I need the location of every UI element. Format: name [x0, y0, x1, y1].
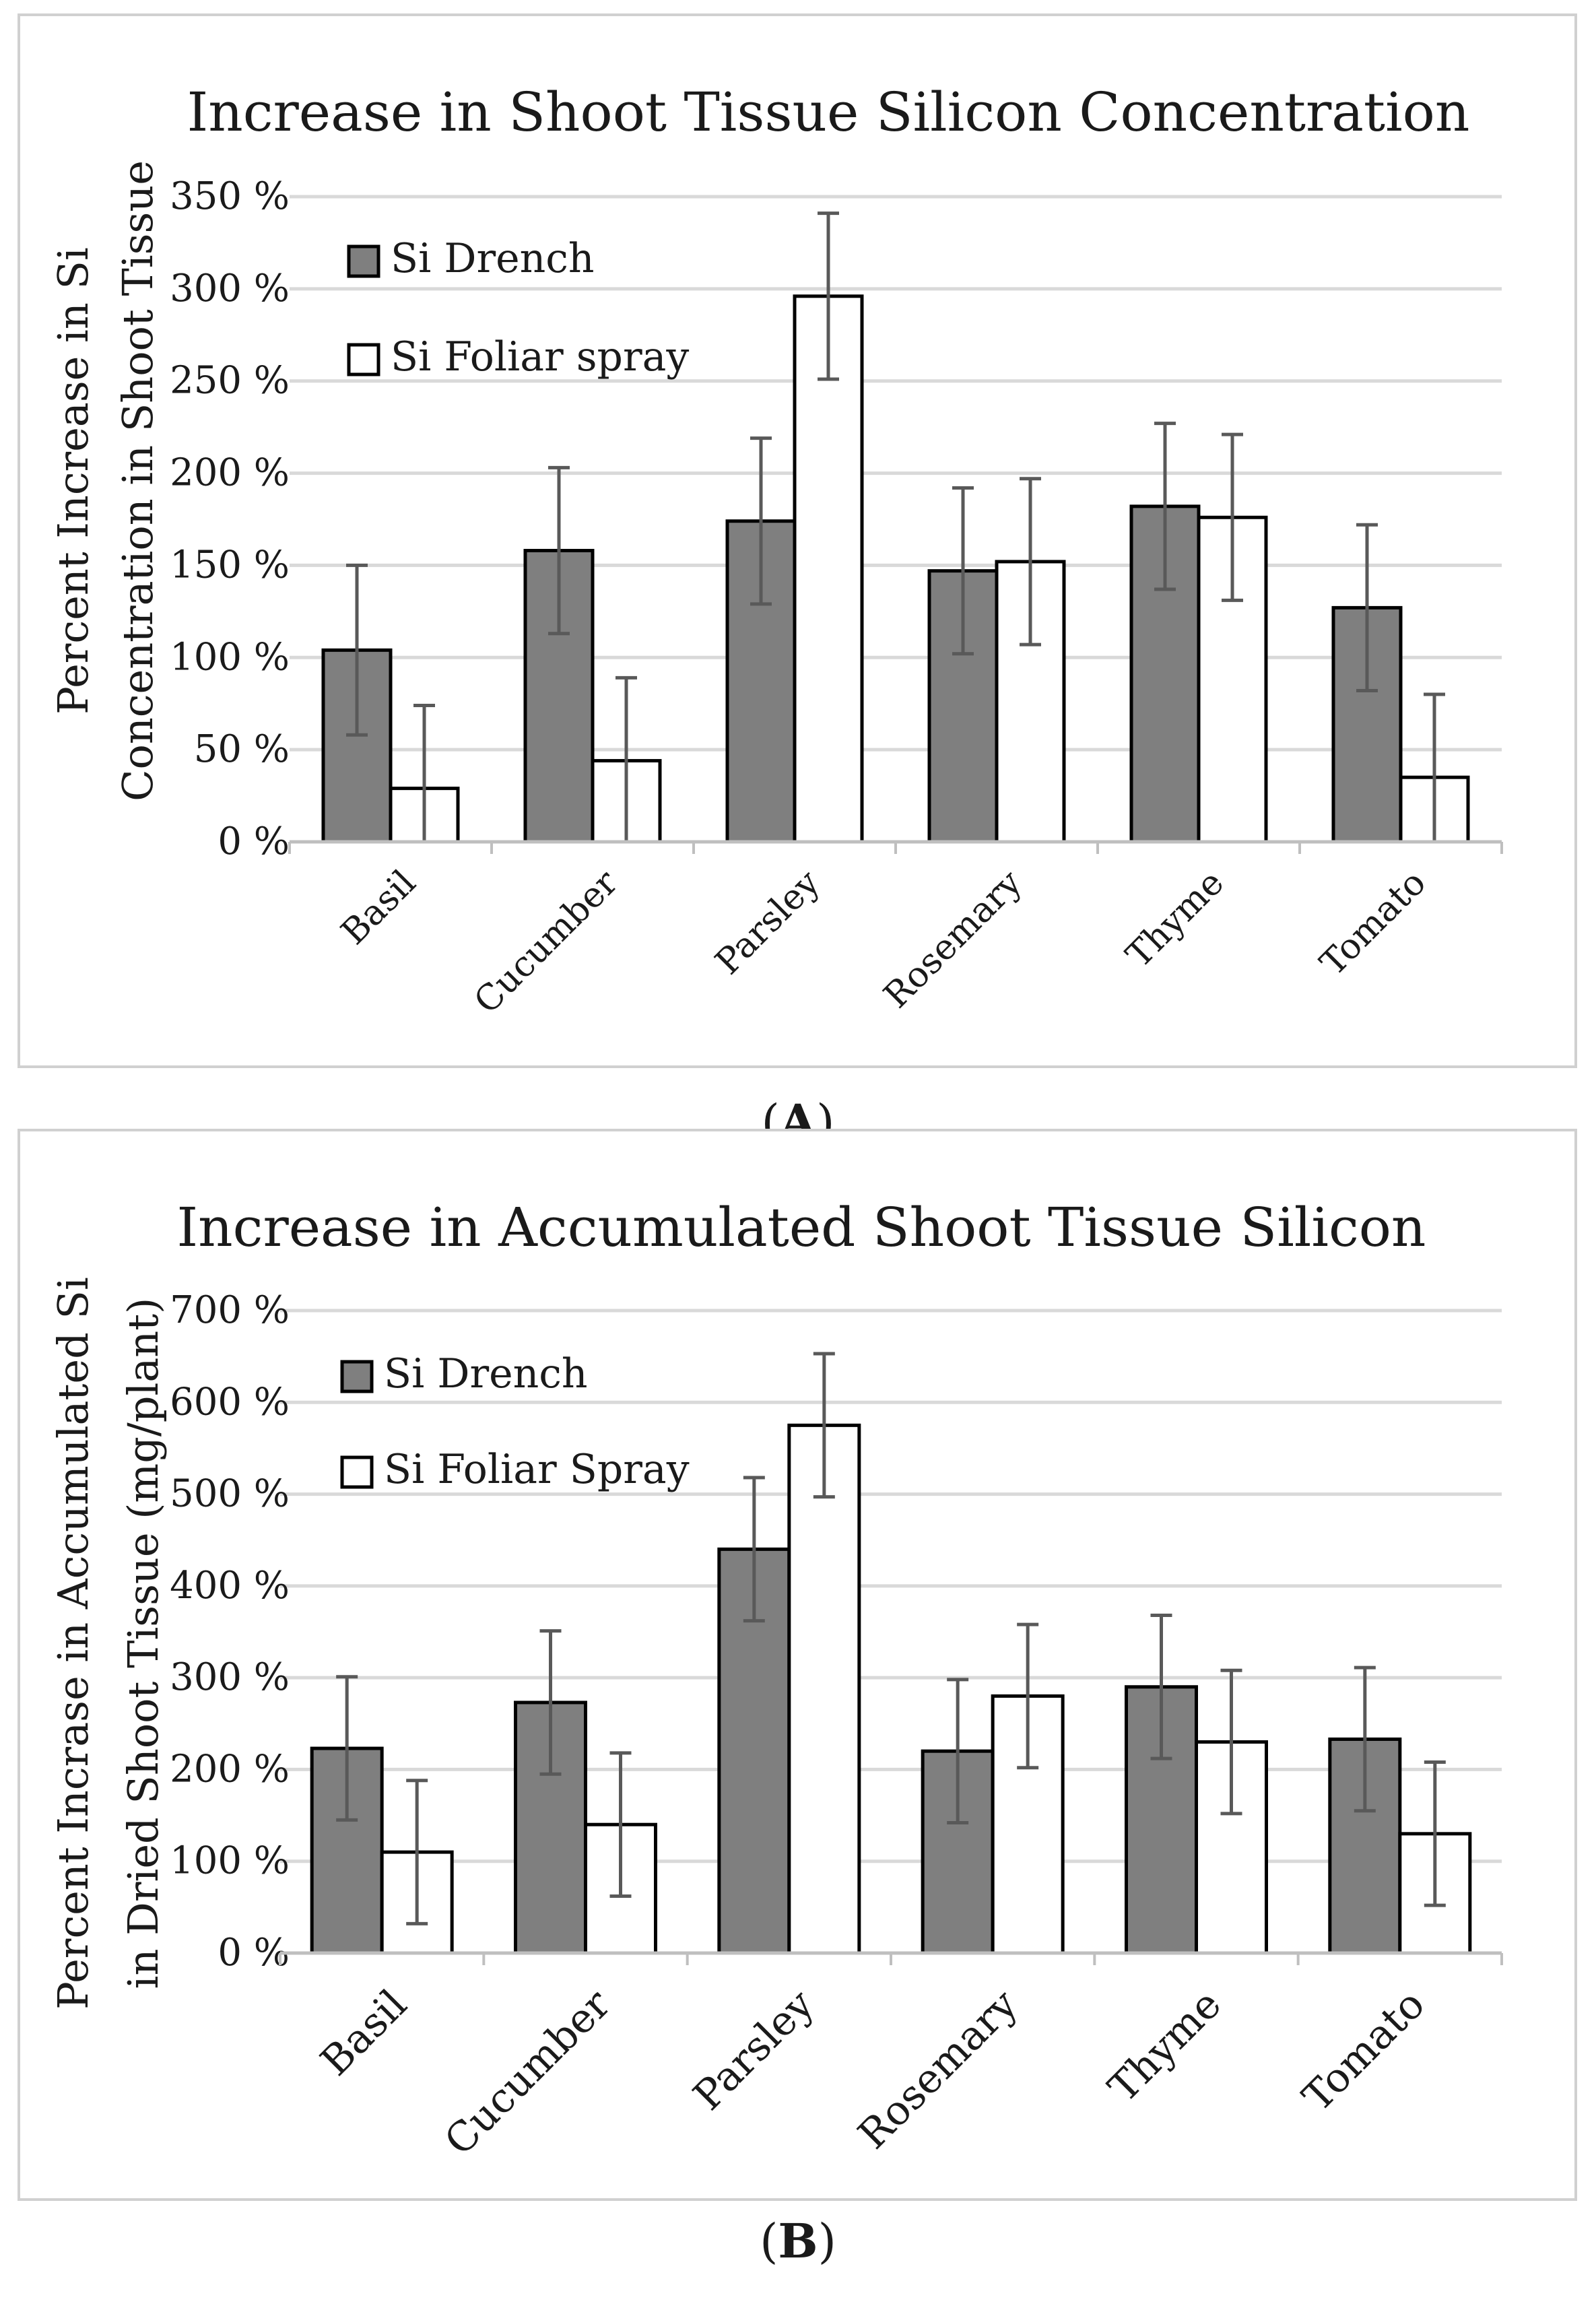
y-tick-label: 200 %	[170, 451, 290, 495]
legend-swatch	[347, 343, 380, 376]
y-tick-label: 300 %	[170, 267, 290, 310]
chart-b: Increase in Accumulated Shoot Tissue Sil…	[48, 1196, 1503, 2165]
legend-swatch	[347, 244, 380, 278]
y-tick-label: 100 %	[170, 1839, 290, 1883]
x-tick-label: Cucumber	[436, 1981, 620, 2165]
x-tick-label: Tomato	[1312, 863, 1434, 984]
y-axis-label-line: Percent Incrase in Accumulated Si	[48, 1277, 98, 2010]
y-axis-label-line: Percent Increase in Si	[48, 247, 98, 715]
y-tick-label: 600 %	[170, 1380, 290, 1424]
y-tick-label: 400 %	[170, 1564, 290, 1608]
y-tick-label: 50 %	[194, 727, 290, 771]
x-tick-label: Thyme	[1119, 863, 1232, 976]
legend-label: Si Foliar Spray	[384, 1446, 690, 1493]
caption-b: (B)	[760, 2213, 836, 2269]
y-tick-label: 350 %	[170, 174, 290, 218]
x-tick-label: Rosemary	[849, 1981, 1027, 2158]
chart-title: Increase in Shoot Tissue Silicon Concent…	[187, 81, 1470, 143]
x-tick-label: Tomato	[1294, 1981, 1434, 2121]
y-tick-label: 0 %	[218, 820, 290, 863]
bar-foliar	[793, 294, 864, 844]
y-tick-label: 200 %	[170, 1747, 290, 1791]
legend-swatch	[340, 1360, 374, 1393]
x-tick-label: Basil	[312, 1981, 416, 2085]
legend-swatch	[340, 1455, 374, 1489]
y-tick-label: 0 %	[218, 1931, 290, 1975]
chart-panel-a: Increase in Shoot Tissue Silicon Concent…	[18, 13, 1577, 1068]
y-tick-label: 700 %	[170, 1288, 290, 1332]
chart-title: Increase in Accumulated Shoot Tissue Sil…	[177, 1196, 1426, 1259]
y-tick-label: 100 %	[170, 635, 290, 679]
x-tick-label: Cucumber	[467, 863, 626, 1022]
caption-b-letter: B	[778, 2213, 818, 2269]
y-axis-label-line: Concentration in Shoot Tissue	[113, 160, 162, 801]
legend-label: Si Drench	[391, 235, 595, 282]
x-tick-label: Basil	[333, 863, 424, 953]
chart-a: Increase in Shoot Tissue Silicon Concent…	[48, 81, 1503, 1022]
y-tick-label: 300 %	[170, 1655, 290, 1699]
chart-panel-b: Increase in Accumulated Shoot Tissue Sil…	[18, 1129, 1577, 2201]
x-tick-label: Thyme	[1100, 1981, 1230, 2111]
x-tick-label: Rosemary	[876, 862, 1030, 1016]
y-tick-label: 250 %	[170, 359, 290, 403]
y-tick-label: 150 %	[170, 543, 290, 587]
y-tick-label: 500 %	[170, 1472, 290, 1516]
y-axis-label-line: in Dried Shoot Tissue (mg/plant)	[119, 1298, 168, 1989]
legend-label: Si Foliar spray	[391, 333, 689, 381]
x-tick-label: Parsley	[684, 1981, 823, 2119]
bar-foliar	[787, 1423, 861, 1955]
x-tick-label: Parsley	[708, 862, 828, 983]
legend-label: Si Drench	[384, 1350, 588, 1397]
